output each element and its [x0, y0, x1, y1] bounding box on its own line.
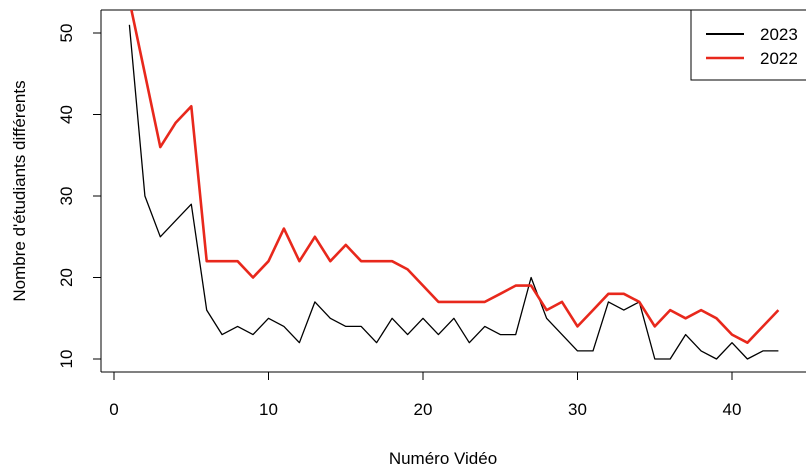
series-line-2022 — [130, 10, 780, 345]
x-tick-label-10: 10 — [259, 400, 278, 419]
y-tick-label-10: 10 — [57, 350, 76, 369]
y-tick-label-40: 40 — [57, 105, 76, 124]
legend: 2023 2022 — [690, 9, 806, 81]
x-tick-label-40: 40 — [723, 400, 742, 419]
y-tick-label-50: 50 — [57, 24, 76, 43]
x-tick-label-30: 30 — [568, 400, 587, 419]
x-axis-title: Numéro Vidéo — [389, 449, 497, 466]
x-axis: 0 10 20 30 40 — [109, 372, 741, 419]
legend-label-2022: 2022 — [760, 49, 798, 68]
y-axis-title: Nombre d'étudiants différents — [10, 80, 29, 301]
x-tick-label-20: 20 — [414, 400, 433, 419]
legend-label-2023: 2023 — [760, 25, 798, 44]
series-line-2023 — [128, 24, 779, 360]
y-axis: 10 20 30 40 50 — [57, 24, 101, 369]
x-tick-label-0: 0 — [109, 400, 118, 419]
y-tick-label-30: 30 — [57, 187, 76, 206]
series-group — [128, 10, 780, 360]
y-tick-label-20: 20 — [57, 268, 76, 287]
legend-box — [690, 9, 806, 81]
